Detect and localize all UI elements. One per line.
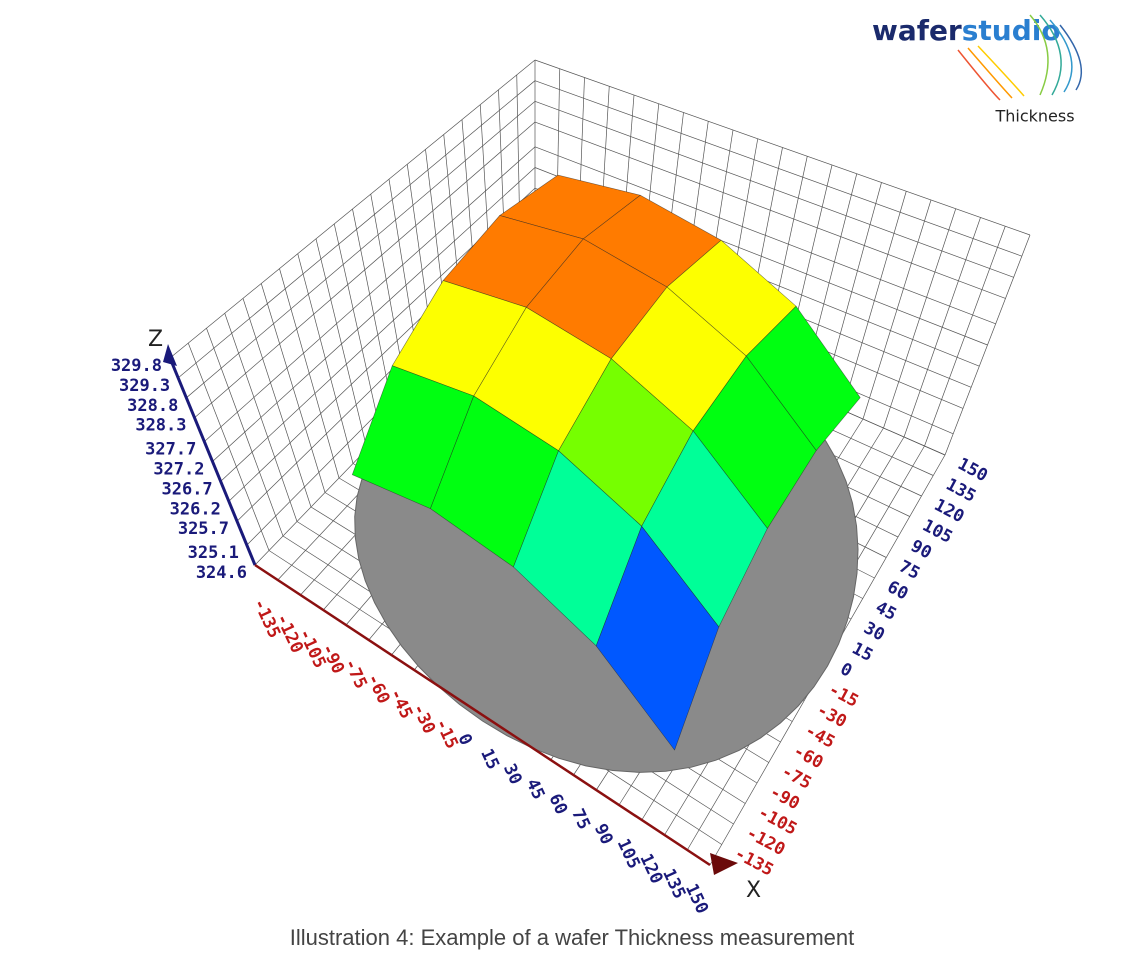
wall-grid-line: [186, 101, 536, 399]
logo-swirl: [957, 14, 1083, 101]
z-tick-label: 329.8: [111, 356, 162, 376]
logo-stroke: [977, 45, 1025, 97]
logo: waferstudio Thickness: [872, 14, 1083, 126]
z-tick-label: 327.7: [145, 440, 196, 460]
z-axis-label: Z: [148, 327, 163, 352]
z-tick-label: 325.1: [188, 543, 239, 563]
wall-grid-line: [212, 167, 536, 462]
logo-stroke: [1049, 19, 1073, 93]
z-axis: [168, 357, 257, 566]
x-axis-arrow: [710, 853, 738, 875]
logo-stroke: [1029, 14, 1049, 96]
z-axis-arrow: [163, 344, 177, 366]
wall-grid-line: [204, 146, 536, 442]
logo-stroke: [957, 49, 1001, 101]
caption: Illustration 4: Example of a wafer Thick…: [290, 925, 855, 950]
z-tick-label: 329.3: [119, 376, 170, 396]
z-tick-label: 328.3: [135, 416, 186, 436]
logo-stroke: [1039, 14, 1062, 96]
wall-grid-line: [534, 121, 1006, 299]
wall-grid-line: [534, 59, 1031, 236]
y-tick-label: 0: [837, 659, 855, 681]
z-tick-label: 328.8: [127, 396, 178, 416]
logo-subtitle: Thickness: [994, 107, 1074, 126]
wall-grid-line: [169, 59, 536, 359]
z-tick-label: 324.6: [196, 563, 247, 583]
wall-grid-line: [534, 80, 1022, 257]
surface-patch: [595, 525, 720, 751]
x-axis-label: X: [746, 878, 761, 903]
wall-grid-line: [534, 146, 996, 325]
logo-stroke: [967, 47, 1013, 99]
z-tick-label: 327.2: [153, 460, 204, 480]
wall-grid-line: [177, 80, 536, 379]
z-tick-label: 326.7: [161, 479, 212, 499]
x-axis: [254, 563, 711, 867]
logo-stroke: [1059, 24, 1083, 91]
z-tick-label: 325.7: [178, 519, 229, 539]
wall-grid-line: [534, 101, 1014, 278]
x-tick-label: 150: [681, 881, 712, 917]
wall-grid-line: [194, 121, 536, 418]
z-tick-label: 326.2: [170, 499, 221, 519]
logo-brand-a: wafer: [872, 14, 962, 47]
